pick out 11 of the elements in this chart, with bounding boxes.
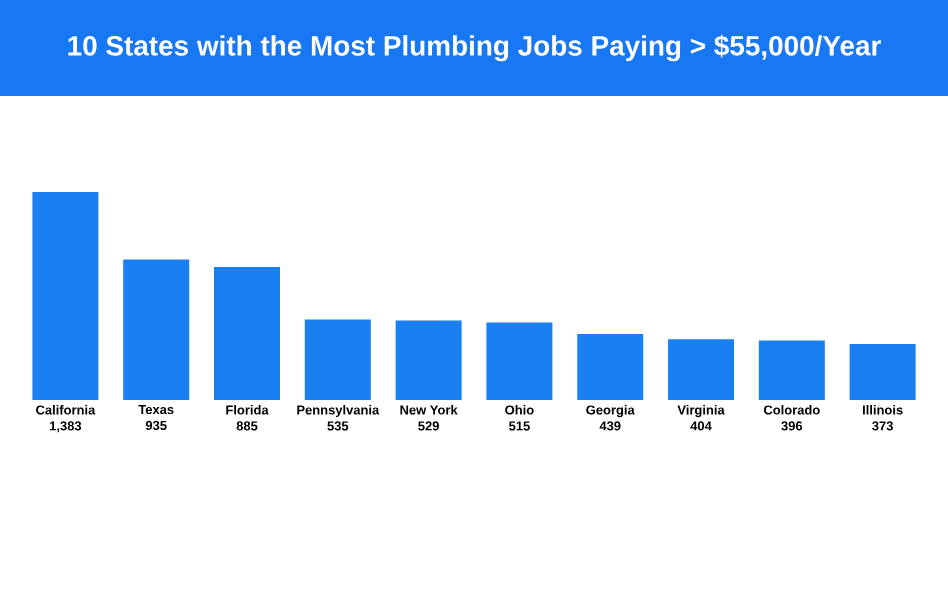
chart-title: 10 States with the Most Plumbing Jobs Paying > $55,000/Year (68, 34, 881, 62)
bar (758, 340, 825, 400)
bar (214, 266, 281, 400)
bar (304, 319, 371, 400)
bar (849, 343, 916, 400)
bar (32, 191, 99, 400)
bar (486, 322, 553, 400)
bar (577, 333, 644, 400)
bar (668, 339, 735, 400)
bar (123, 259, 190, 400)
bar (395, 320, 462, 400)
